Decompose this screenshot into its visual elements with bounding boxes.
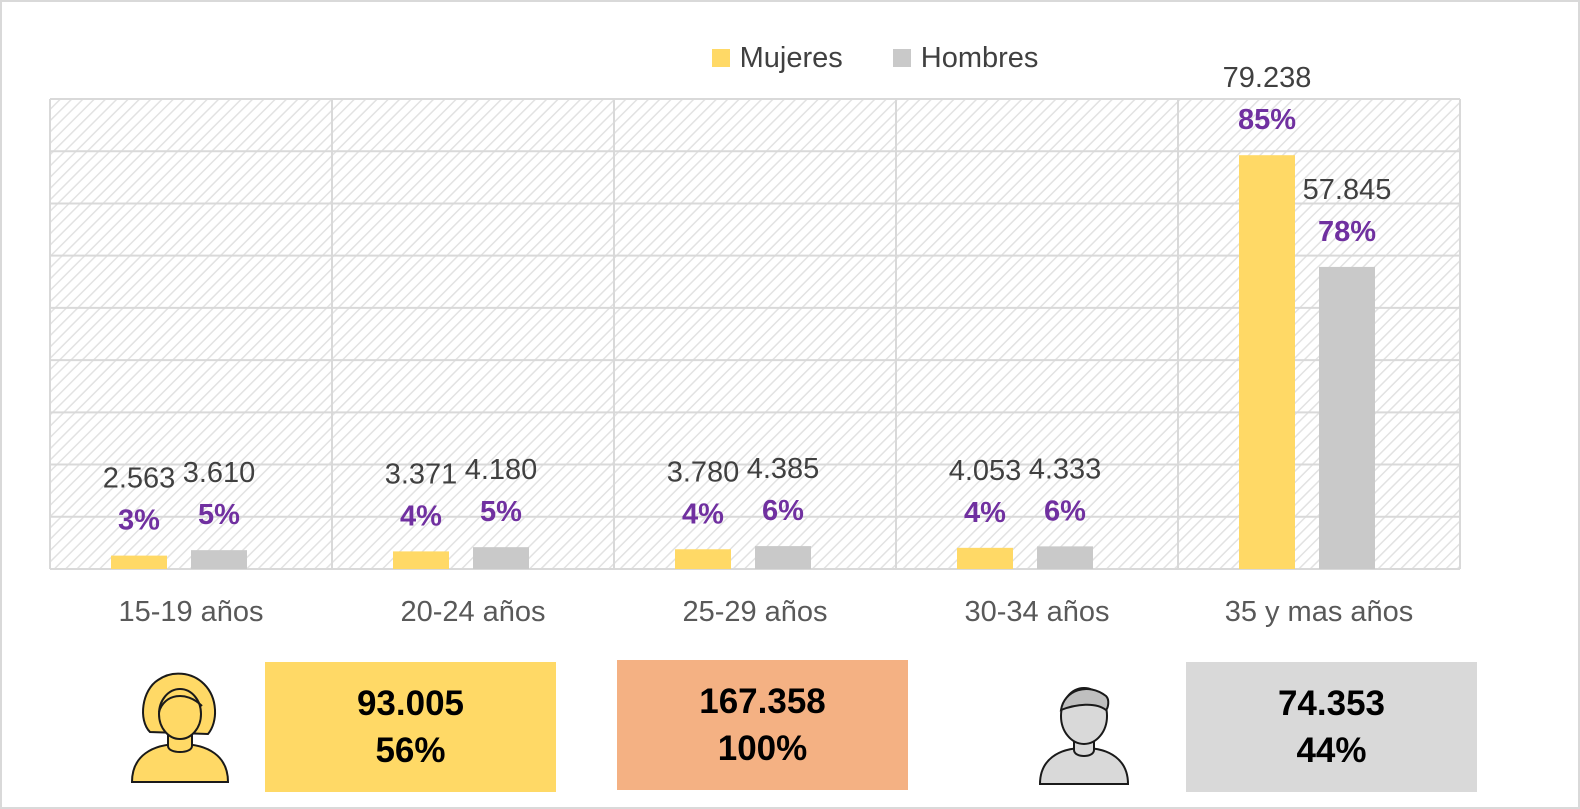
bar-hombres [755,546,811,569]
value-label: 3.371 [385,458,458,490]
pct-label: 3% [118,505,160,537]
value-label: 4.333 [1029,453,1102,485]
value-label: 4.053 [949,455,1022,487]
pct-label: 78% [1318,216,1376,248]
pct-label: 4% [682,498,724,530]
value-label: 4.180 [465,454,538,486]
gridlines [49,98,1461,570]
x-tick-label: 25-29 años [682,596,827,628]
legend-item-mujeres: Mujeres [711,38,843,78]
bar-mujeres [393,551,449,569]
value-label: 79.238 [1223,62,1312,94]
x-tick-label: 30-34 años [964,596,1109,628]
bar-hombres [473,547,529,569]
bar-hombres [191,550,247,569]
woman-icon [130,672,230,783]
total-all-value: 167.358 [699,682,826,721]
x-tick-label: 20-24 años [400,596,545,628]
legend-label-hombres: Hombres [920,41,1039,74]
total-women-pct: 56% [375,731,446,770]
pct-label: 85% [1238,104,1296,136]
legend-item-hombres: Hombres [892,38,1039,78]
legend-swatch-hombres [892,49,911,67]
total-men-pct: 44% [1296,731,1367,770]
bar-hombres [1037,546,1093,569]
bar-chart: 2.563 3% 3.610 5% 3.371 4% 4.180 5% 3.780 4% 4.385… [49,62,1461,628]
bars [111,155,1375,570]
bar-mujeres [1239,155,1295,570]
pct-label: 4% [964,497,1006,529]
bar-mujeres [957,547,1013,569]
total-women-value: 93.005 [356,684,465,723]
bar-mujeres [111,555,167,569]
total-all-pct: 100% [717,729,808,768]
value-label: 3.610 [183,457,256,489]
legend-label-mujeres: Mujeres [739,41,843,74]
value-label: 2.563 [103,463,176,495]
pct-label: 5% [198,499,240,531]
value-label: 57.845 [1303,174,1392,206]
chart-legend: Mujeres Hombres [0,38,1580,78]
bar-hombres [1319,266,1375,569]
value-label: 3.780 [667,456,740,488]
pct-label: 4% [400,500,442,532]
x-tick-label: 15-19 años [118,596,263,628]
pct-label: 5% [480,496,522,528]
plot-area [50,99,1460,569]
pct-label: 6% [1044,495,1086,527]
x-tick-label: 35 y mas años [1225,596,1414,628]
data-labels: 2.563 3% 3.610 5% 3.371 4% 4.180 5% 3.780 4% 4.385… [103,62,1392,536]
value-label: 4.385 [747,453,820,485]
legend-swatch-mujeres [711,49,730,67]
x-tick-labels: 15-19 años 20-24 años 25-29 años 30-34 años… [118,596,1413,628]
total-all-box: 167.358 100% [617,660,908,790]
total-women-box: 93.005 56% [265,662,556,792]
pct-label: 6% [762,495,804,527]
man-icon [1038,687,1130,785]
total-men-box: 74.353 44% [1186,662,1477,792]
bar-mujeres [675,549,731,569]
total-men-value: 74.353 [1277,684,1386,723]
